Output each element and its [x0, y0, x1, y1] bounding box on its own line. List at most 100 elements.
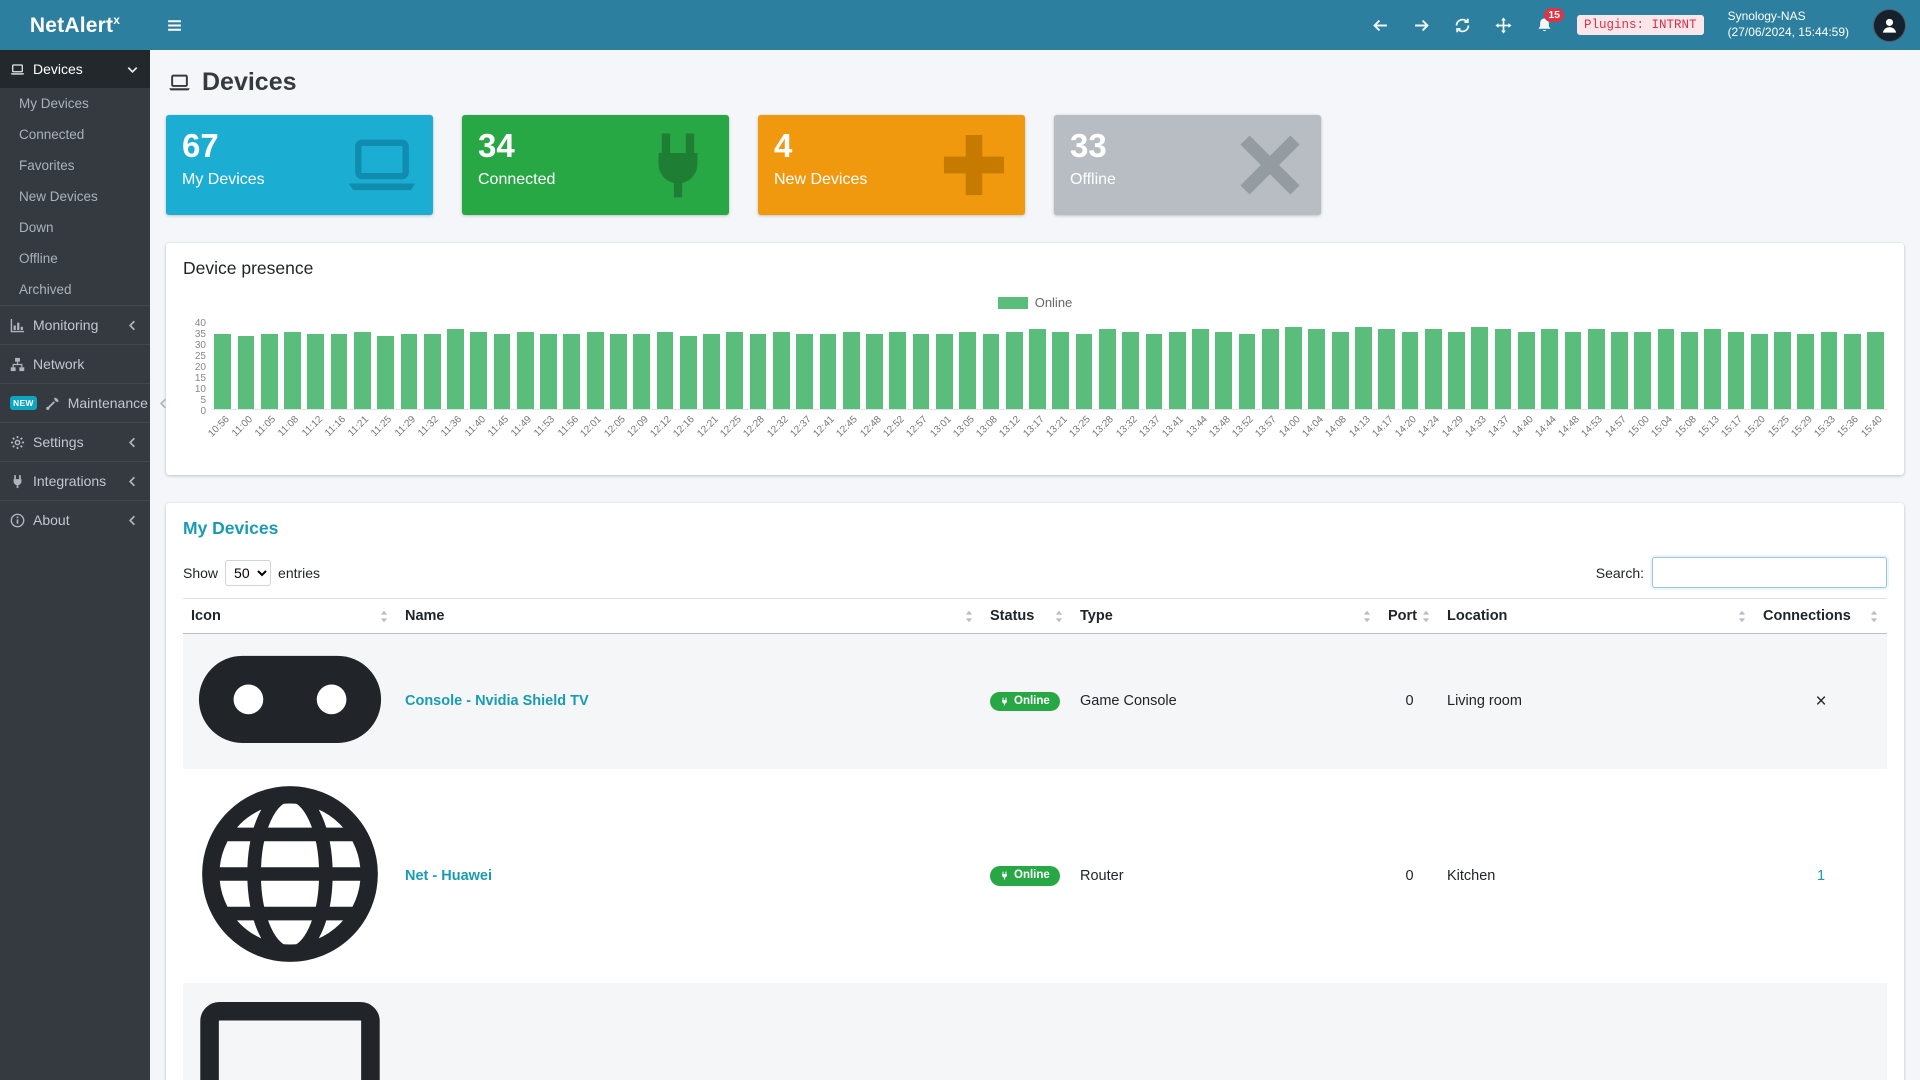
- arrow-back-icon[interactable]: [1372, 17, 1389, 34]
- sidebar-subitem-down[interactable]: Down: [19, 220, 54, 235]
- presence-chart: 40 35 30 25 20 15 10 5 0: [183, 318, 1887, 417]
- sidebar-item-integrations[interactable]: Integrations: [0, 461, 150, 500]
- sidebar-subitem-offline[interactable]: Offline: [19, 251, 58, 266]
- sidebar-subitem-my-devices[interactable]: My Devices: [19, 96, 89, 111]
- gear-icon: [10, 435, 25, 450]
- x-tick-label: 11:36: [439, 414, 465, 439]
- device-name-link[interactable]: Console - Nvidia Shield TV: [405, 693, 589, 710]
- plugins-status-chip[interactable]: Plugins: INTRNT: [1577, 15, 1704, 35]
- info-box-label: Connected: [478, 171, 556, 189]
- status-label: Online: [1014, 868, 1050, 881]
- column-header-type[interactable]: Type: [1072, 598, 1380, 634]
- device-row: Console - Nvidia Shield TV Online Game Con…: [183, 633, 1887, 769]
- column-label: Name: [405, 608, 445, 624]
- sort-icon: [1054, 610, 1064, 623]
- x-tick-label: 11:56: [555, 414, 581, 439]
- info-box-value: 34: [478, 127, 515, 164]
- chart-legend: Online: [183, 295, 1887, 310]
- presence-bar: [563, 333, 581, 409]
- presence-bar: [1634, 331, 1652, 409]
- info-box-offline[interactable]: 33 Offline: [1054, 115, 1321, 215]
- presence-bar: [1424, 329, 1442, 409]
- sidebar-item-monitoring[interactable]: Monitoring: [0, 305, 150, 344]
- x-tick-label: 11:25: [369, 414, 395, 439]
- x-tick-label: 11:29: [392, 414, 418, 439]
- presence-bar: [1052, 331, 1070, 409]
- search-input[interactable]: [1652, 557, 1887, 588]
- sort-icon: [1362, 610, 1372, 623]
- presence-bar: [377, 336, 394, 409]
- sidebar-item-label: Integrations: [33, 473, 107, 489]
- sidebar-subitem-archived[interactable]: Archived: [19, 282, 72, 297]
- x-tick-label: 11:21: [346, 414, 372, 439]
- sidebar-subitem-connected[interactable]: Connected: [19, 127, 85, 142]
- devices-table-title: My Devices: [183, 518, 279, 538]
- connections-link[interactable]: 1: [1816, 867, 1826, 884]
- presence-bar: [284, 331, 301, 409]
- sort-icon: [1421, 610, 1431, 623]
- presence-bar: [796, 333, 814, 409]
- presence-bar: [1261, 329, 1279, 409]
- column-label: Type: [1080, 608, 1113, 624]
- column-header-location[interactable]: Location: [1439, 598, 1755, 634]
- sidebar-item-devices[interactable]: Devices: [0, 50, 150, 88]
- presence-bar: [749, 333, 767, 409]
- presence-bar: [1518, 331, 1535, 409]
- globe-icon: [191, 775, 389, 973]
- refresh-icon[interactable]: [1454, 17, 1471, 34]
- y-tick-label: 5: [200, 395, 206, 406]
- arrow-forward-icon[interactable]: [1413, 17, 1430, 34]
- host-name: Synology-NAS: [1727, 9, 1806, 24]
- device-presence-card: Device presence Online 40 35 30 25 20 15 10 5 0 …: [166, 243, 1904, 475]
- sort-icon: [1869, 610, 1879, 623]
- presence-bar: [610, 333, 627, 409]
- sidebar-item-maintenance[interactable]: NEW Maintenance: [0, 383, 166, 422]
- user-avatar[interactable]: [1873, 8, 1906, 42]
- info-box-new-devices[interactable]: 4 New Devices: [758, 115, 1025, 215]
- y-tick-label: 25: [194, 351, 206, 362]
- sidebar-subitem-new-devices[interactable]: New Devices: [19, 189, 98, 204]
- page-length-select[interactable]: 50: [225, 559, 272, 586]
- presence-bar: [1098, 329, 1116, 409]
- presence-bar: [1308, 329, 1326, 409]
- legend-label: Online: [1034, 295, 1073, 310]
- info-box-my-devices[interactable]: 67 My Devices: [166, 115, 433, 215]
- sidebar-subitem-favorites[interactable]: Favorites: [19, 158, 75, 173]
- column-header-icon[interactable]: Icon: [183, 598, 397, 634]
- laptop-icon: [168, 71, 191, 94]
- presence-bar: [912, 333, 930, 409]
- presence-bar: [1192, 329, 1209, 409]
- sidebar-item-about[interactable]: About: [0, 500, 150, 539]
- brand-logo[interactable]: NetAlertx: [29, 12, 121, 37]
- move-icon[interactable]: [1495, 16, 1512, 34]
- host-info: Synology-NAS (27/06/2024, 15:44:59): [1728, 9, 1849, 40]
- column-header-port[interactable]: Port: [1380, 598, 1439, 634]
- y-tick-label: 10: [194, 384, 206, 395]
- sort-icon: [964, 610, 974, 623]
- column-header-status[interactable]: Status: [982, 598, 1072, 634]
- presence-bar: [1285, 327, 1302, 409]
- device-name-link[interactable]: Net - Huawei: [405, 867, 493, 884]
- y-tick-label: 30: [194, 340, 206, 351]
- column-header-connections[interactable]: Connections: [1755, 598, 1887, 634]
- presence-bar: [214, 333, 232, 409]
- info-box-value: 4: [774, 127, 793, 164]
- x-tick-label: 11:49: [509, 414, 535, 439]
- chart-icon: [10, 318, 25, 333]
- presence-bar: [1215, 331, 1233, 409]
- column-header-name[interactable]: Name: [397, 598, 982, 634]
- x-tick-label: 11:05: [253, 414, 279, 439]
- device-location: Study: [1439, 983, 1755, 1080]
- presence-bar: [1494, 329, 1512, 409]
- laptop-icon: [345, 128, 419, 202]
- presence-bar: [1145, 333, 1163, 409]
- sidebar-item-settings[interactable]: Settings: [0, 422, 150, 461]
- presence-bar: [1471, 327, 1489, 409]
- sidebar-item-network[interactable]: Network: [0, 344, 150, 383]
- device-location: Living room: [1447, 693, 1522, 710]
- info-box-connected[interactable]: 34 Connected: [462, 115, 729, 215]
- column-label: Connections: [1763, 608, 1851, 624]
- hamburger-menu-icon[interactable]: [150, 17, 199, 34]
- x-tick-label: 11:12: [299, 414, 325, 439]
- device-type: PC: [1072, 983, 1380, 1080]
